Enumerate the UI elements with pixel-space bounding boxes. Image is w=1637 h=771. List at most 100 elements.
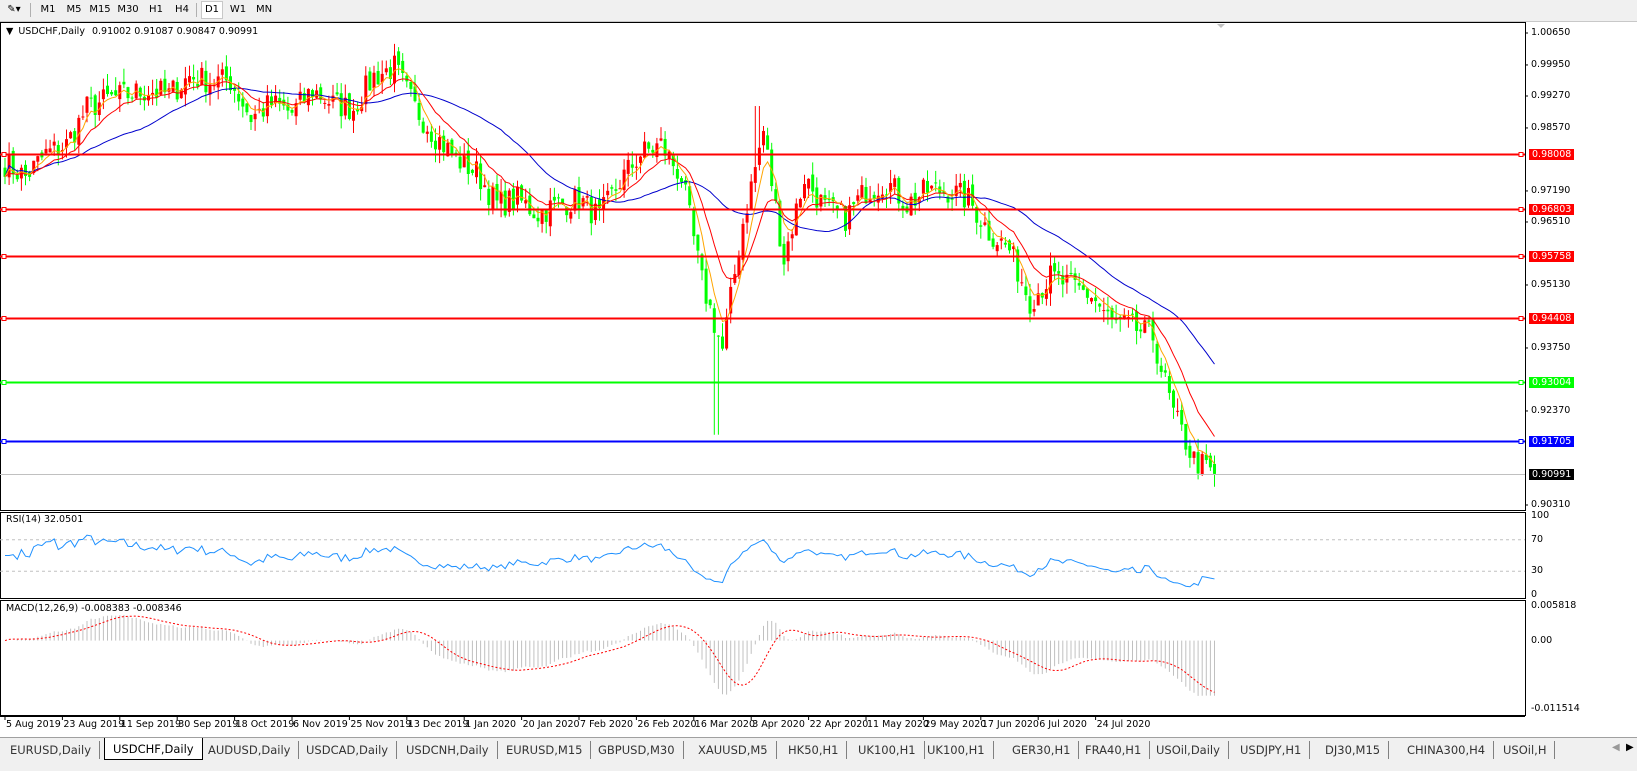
candle-body [3,167,7,177]
date-tick-label: 20 Jan 2020 [522,719,580,730]
chart-tab[interactable]: HK50,H1 [780,741,848,759]
candle-body [598,199,601,208]
chart-tab[interactable]: USDJPY,H1 [1232,741,1311,759]
candle-body [151,92,155,95]
candle-body [188,76,191,83]
candle-body [1044,289,1048,299]
chart-window[interactable]: ▼ USDCHF,Daily 0.91002 0.91087 0.90847 0… [0,22,1637,736]
candle-body [89,97,93,99]
candle-body [1208,455,1212,468]
date-tick-label: 16 Mar 2020 [694,719,756,730]
timeframe-h4[interactable]: H4 [175,4,189,15]
chart-tab[interactable]: USOil,Daily [1148,741,1229,759]
candle-body [1090,298,1093,302]
chart-tab[interactable]: CHINA300,H4 [1399,741,1495,759]
candle-body [147,95,150,101]
candle-body [24,164,27,176]
date-tick-label: 6 Jul 2020 [1039,719,1087,730]
candle-body [848,205,852,230]
candle-body [384,68,388,73]
candle-body [1213,463,1216,474]
candle-body [1053,263,1057,272]
chart-tab[interactable]: UK100,H1 [850,741,925,759]
candle-body [872,194,876,199]
collapse-triangle-icon[interactable]: ▼ [6,26,14,37]
candle-body [466,150,470,175]
timeframe-m5[interactable]: M5 [66,4,82,15]
candle-body [548,200,552,227]
chart-tab[interactable]: AUDUSD,Daily [200,741,300,759]
candle-body [487,188,491,206]
candle-body [647,142,651,149]
candle-body [1176,410,1180,412]
candle-body [114,90,118,96]
candle-body [786,241,790,262]
candle-body [278,97,282,104]
fast-moving-average-line [4,68,1215,465]
chart-tab[interactable]: USDCNH,Daily [398,741,498,759]
scroll-left-icon[interactable]: ◀ [1612,742,1620,753]
candle-body [737,256,741,276]
candle-body [987,220,991,241]
candle-body [614,189,618,191]
candle-body [643,141,647,158]
candle-body [200,67,204,86]
timeframe-w1[interactable]: W1 [229,4,247,15]
candle-body [1155,343,1159,364]
candle-body [1036,293,1040,306]
candle-body [684,180,688,185]
candle-body [56,145,60,156]
candle-body [766,135,770,150]
candle-body [926,180,929,193]
timeframe-h1[interactable]: H1 [149,4,163,15]
chart-tab[interactable]: USDCHF,Daily [104,738,203,760]
candle-body [999,238,1003,241]
candle-body [356,108,360,112]
chart-tab[interactable]: USOil,H [1495,741,1556,759]
timeframe-d1[interactable]: D1 [201,1,223,19]
timeframe-m30[interactable]: M30 [117,4,139,15]
candle-body [1131,313,1134,315]
chart-tab[interactable]: UK100,H1 [919,741,994,759]
chart-tab[interactable]: DJ30,M15 [1317,741,1390,759]
price-tick-label: 0.99950 [1531,58,1571,70]
candle-body [208,84,212,95]
date-tick-label: 13 Dec 2019 [407,719,469,730]
candle-body [196,83,200,87]
candle-body [721,336,724,349]
candle-body [434,140,437,150]
candle-body [159,80,163,95]
chart-canvas[interactable] [0,22,1637,736]
candle-body [712,308,716,333]
chart-tab[interactable]: GBPUSD,M30 [590,741,684,759]
chart-tab[interactable]: EURUSD,M15 [498,741,592,759]
timeframe-m1[interactable]: M1 [40,4,56,15]
candle-body [265,95,269,117]
candle-body [561,198,565,204]
chart-tab[interactable]: USDCAD,Daily [298,741,398,759]
candle-body [1003,242,1007,245]
timeframe-m15[interactable]: M15 [89,4,111,15]
candle-body [233,88,237,91]
price-tick-label: 0.98570 [1531,121,1571,133]
candle-body [93,95,97,115]
candle-body [118,85,122,100]
candle-body [32,160,36,174]
chart-tab[interactable]: FRA40,H1 [1077,741,1151,759]
candle-body [393,55,396,84]
candle-body [245,103,249,113]
chart-tab[interactable]: EURUSD,Daily [2,741,100,759]
candle-body [954,185,958,196]
chart-tab[interactable]: GER30,H1 [1004,741,1080,759]
candle-body [696,234,700,251]
candle-body [950,198,954,200]
candle-body [897,177,901,204]
chart-tab[interactable]: XAUUSD,M5 [690,741,777,759]
price-tick-label: 0.93750 [1531,341,1571,353]
timeframe-mn[interactable]: MN [255,4,273,15]
candle-body [511,188,515,210]
drawing-tools-dropdown-icon[interactable]: ✎▾ [7,4,21,15]
candle-body [557,197,560,199]
scroll-right-icon[interactable]: ▶ [1626,742,1634,753]
candle-body [716,335,720,337]
